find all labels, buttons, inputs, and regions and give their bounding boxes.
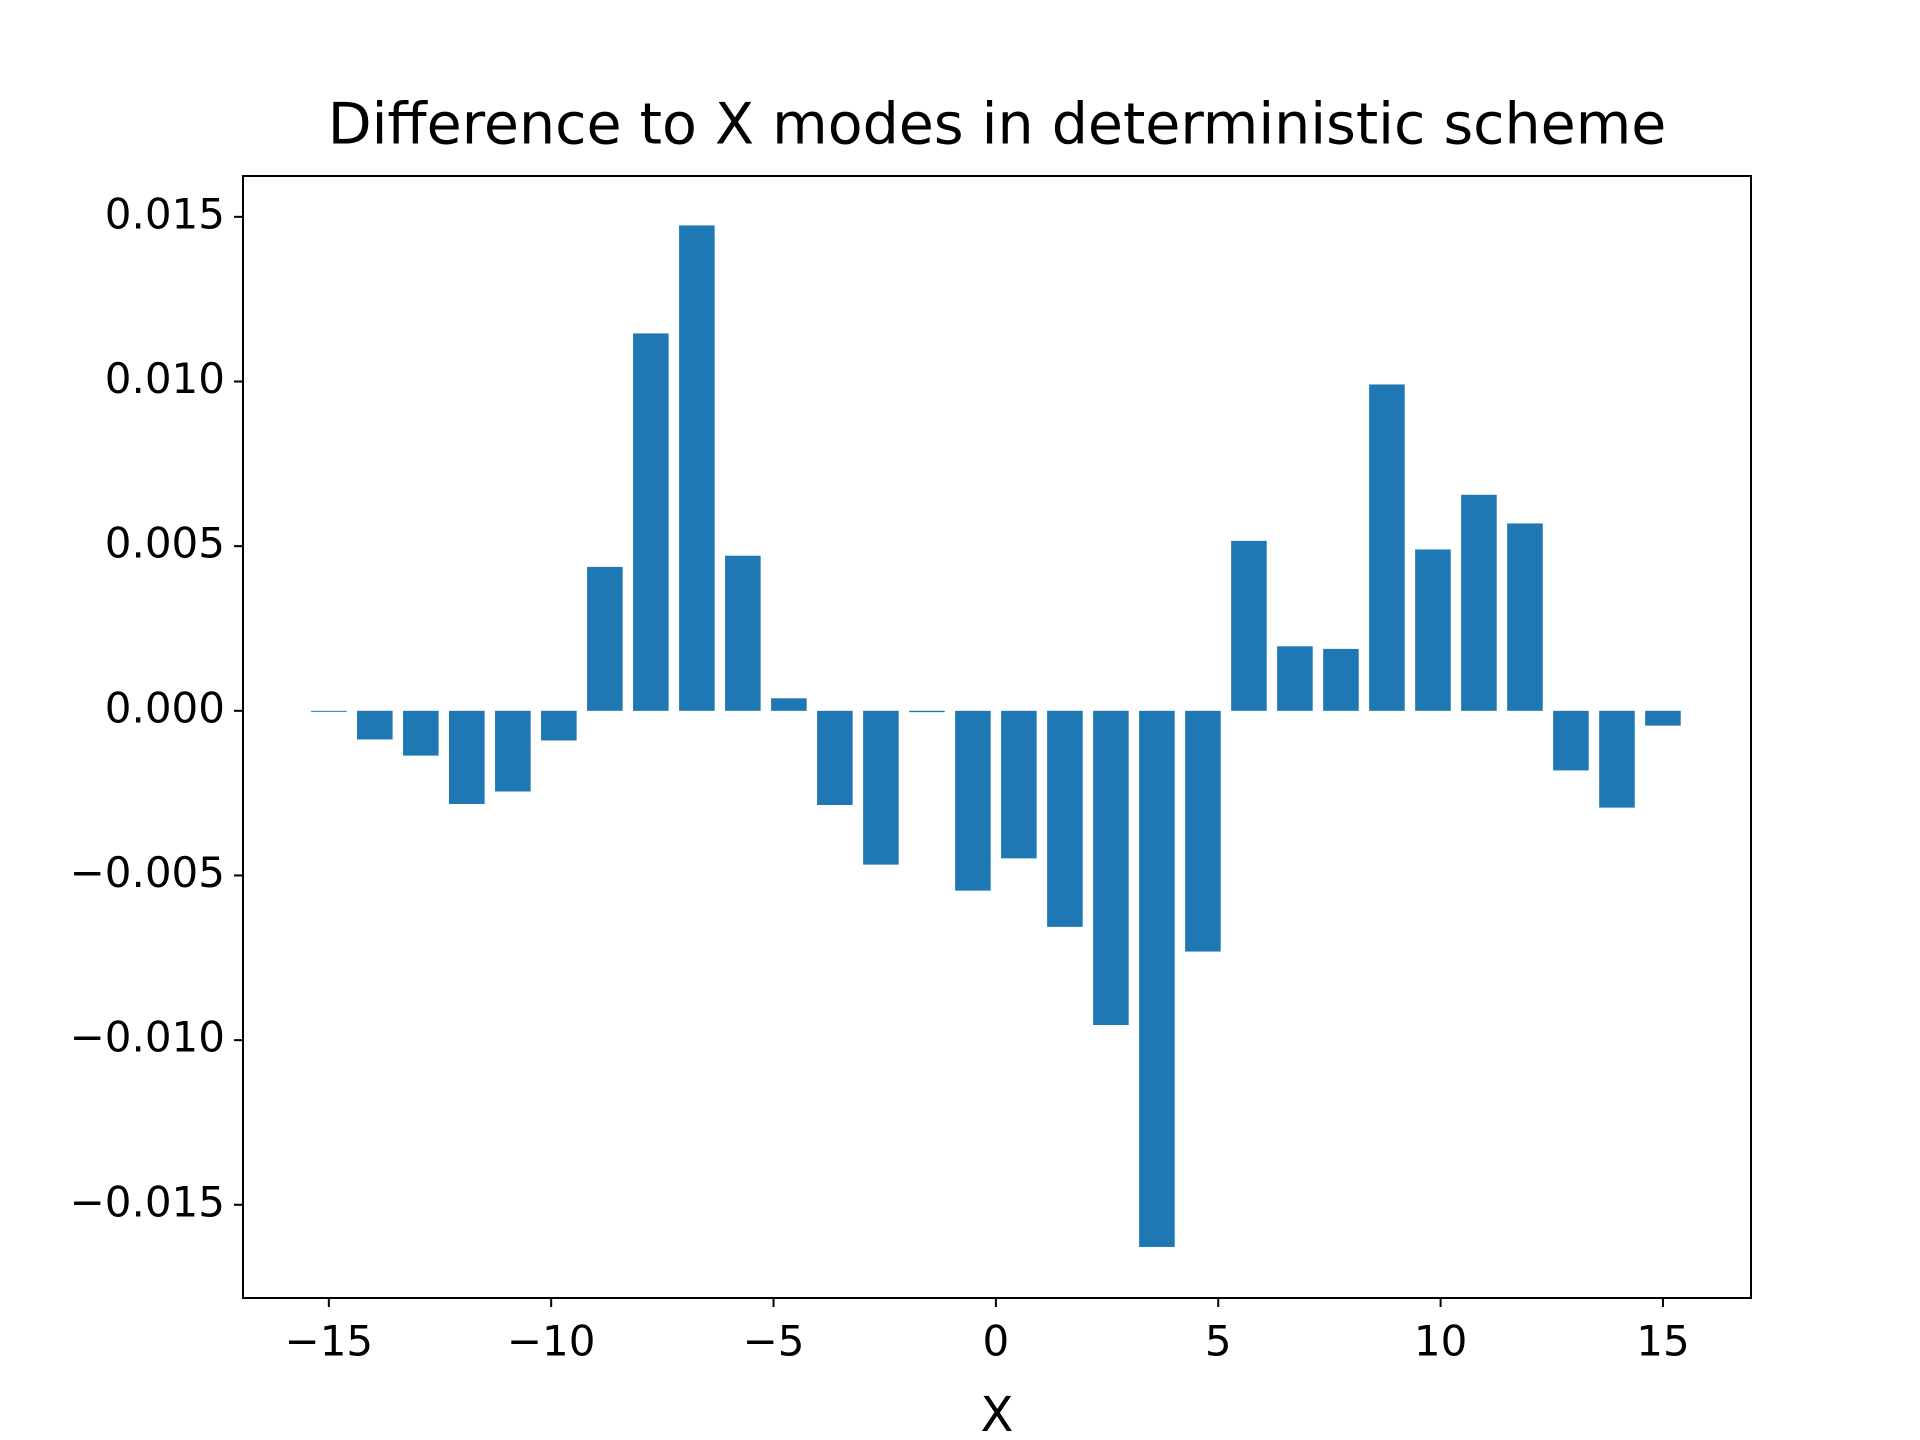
plot-frame <box>242 175 1752 1299</box>
bar <box>1461 494 1497 711</box>
x-tick-label: −5 <box>743 1317 805 1366</box>
bar <box>1323 648 1359 711</box>
bar <box>1185 710 1221 952</box>
bar <box>1001 710 1037 859</box>
x-tick-label: 0 <box>983 1317 1010 1366</box>
bar <box>1231 540 1267 711</box>
y-tick-label: 0.005 <box>105 519 225 568</box>
bar <box>633 333 669 711</box>
x-tick-label: −10 <box>507 1317 596 1366</box>
bar <box>541 710 577 741</box>
x-tick-label: −15 <box>285 1317 374 1366</box>
bar <box>1277 646 1313 711</box>
bar <box>817 710 853 806</box>
x-axis-label: X <box>981 1387 1014 1440</box>
bar <box>679 225 715 711</box>
y-tick-label: 0.000 <box>105 683 225 732</box>
chart-title: Difference to X modes in deterministic s… <box>328 92 1667 158</box>
y-tick-label: −0.010 <box>70 1013 225 1062</box>
bar <box>357 710 393 740</box>
y-tick-label: −0.015 <box>70 1177 225 1226</box>
bar <box>403 710 439 756</box>
bar <box>449 710 485 805</box>
bar <box>1645 710 1681 726</box>
bar <box>1599 710 1635 808</box>
bar <box>1507 523 1543 711</box>
bar <box>863 710 899 865</box>
bar <box>955 710 991 891</box>
x-tick-label: 15 <box>1636 1317 1689 1366</box>
bar <box>725 555 761 711</box>
bar <box>771 698 807 711</box>
y-tick-label: 0.010 <box>105 354 225 403</box>
bar <box>1093 710 1129 1025</box>
bar <box>311 710 347 712</box>
bar <box>1415 549 1451 711</box>
bar <box>587 566 623 711</box>
y-tick-label: 0.015 <box>105 189 225 238</box>
bar <box>495 710 531 792</box>
x-tick-label: 5 <box>1205 1317 1232 1366</box>
bar <box>1553 710 1589 771</box>
bar <box>1139 710 1175 1247</box>
bar <box>1047 710 1083 927</box>
x-tick-label: 10 <box>1414 1317 1467 1366</box>
y-tick-label: −0.005 <box>70 848 225 897</box>
bar <box>909 710 945 713</box>
bar <box>1369 384 1405 711</box>
